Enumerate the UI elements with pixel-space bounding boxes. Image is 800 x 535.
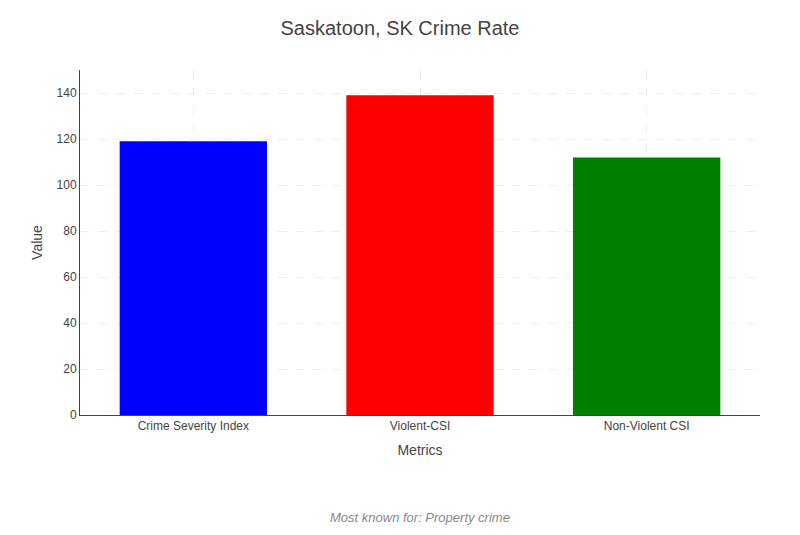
svg-text:Value: Value — [29, 225, 45, 260]
svg-text:Most known for: Property crime: Most known for: Property crime — [330, 510, 510, 525]
svg-text:Metrics: Metrics — [397, 442, 442, 458]
svg-text:140: 140 — [57, 86, 77, 100]
svg-text:100: 100 — [57, 178, 77, 192]
svg-text:60: 60 — [63, 270, 77, 284]
svg-text:Non-Violent CSI: Non-Violent CSI — [604, 419, 690, 433]
svg-text:20: 20 — [63, 362, 77, 376]
svg-text:0: 0 — [70, 408, 77, 422]
svg-text:80: 80 — [63, 224, 77, 238]
svg-text:Crime Severity Index: Crime Severity Index — [138, 419, 249, 433]
svg-text:40: 40 — [63, 316, 77, 330]
svg-text:Saskatoon, SK Crime Rate: Saskatoon, SK Crime Rate — [281, 17, 520, 39]
svg-text:120: 120 — [57, 132, 77, 146]
svg-text:Violent-CSI: Violent-CSI — [390, 419, 450, 433]
